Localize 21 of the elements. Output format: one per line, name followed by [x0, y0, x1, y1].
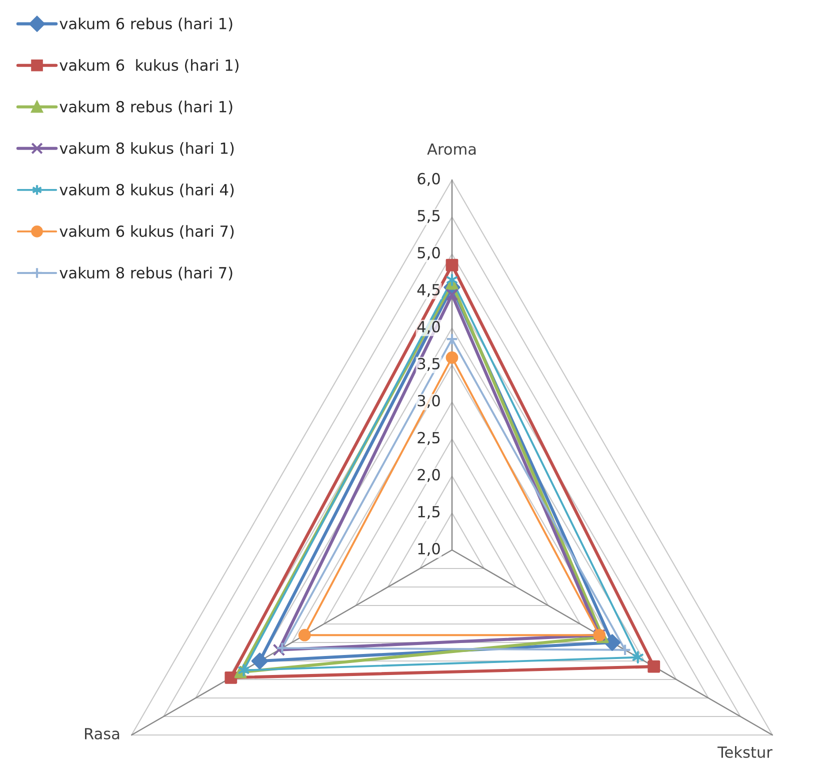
legend-label: vakum 6 rebus (hari 1) — [60, 18, 232, 32]
y-tick-label: 5,0 — [418, 246, 440, 260]
y-tick-label: 6,0 — [418, 172, 440, 186]
y-tick-label: 4,0 — [417, 320, 440, 334]
legend-label: vakum 8 rebus (hari 7) — [60, 266, 232, 280]
y-tick-label: 3,5 — [418, 358, 440, 371]
y-tick-label: 2,0 — [418, 468, 440, 482]
spoke-label: Aroma — [427, 143, 476, 155]
legend-label: vakum 6 kukus (hari 7) — [60, 225, 234, 239]
y-tick-label: 4,5 — [417, 284, 440, 297]
y-tick-label: 5,5 — [418, 210, 440, 223]
legend-label: vakum 8 rebus (hari 1) — [60, 100, 232, 114]
y-tick-label: 1,0 — [418, 542, 440, 556]
y-tick-label: 2,5 — [418, 432, 440, 445]
legend-label: vakum 6 kukus (hari 1) — [60, 59, 238, 73]
y-tick-label: 1,5 — [418, 506, 440, 519]
spoke-label: Rasa — [85, 728, 120, 740]
legend-label: vakum 8 kukus (hari 4) — [60, 184, 234, 198]
y-tick-label: 3,0 — [418, 394, 440, 408]
spoke-label: Tekstur — [717, 746, 772, 758]
legend-label: vakum 8 kukus (hari 1) — [60, 142, 234, 156]
